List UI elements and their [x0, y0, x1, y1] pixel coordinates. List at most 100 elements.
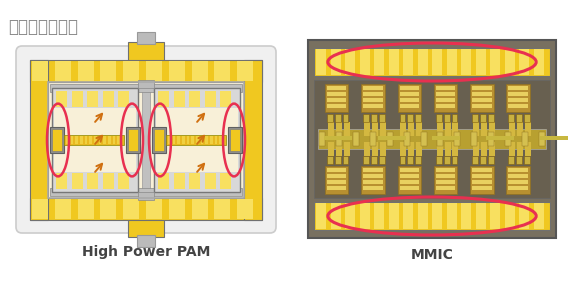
- Bar: [154, 88, 240, 192]
- Bar: [447, 203, 456, 229]
- Bar: [174, 173, 185, 189]
- Bar: [169, 61, 185, 81]
- Bar: [32, 61, 48, 81]
- Bar: [416, 122, 422, 136]
- Bar: [99, 136, 101, 144]
- Bar: [56, 91, 67, 107]
- Bar: [408, 122, 415, 136]
- Bar: [327, 174, 346, 178]
- Bar: [507, 84, 530, 112]
- Bar: [399, 104, 419, 108]
- Bar: [504, 203, 515, 229]
- Bar: [486, 136, 514, 140]
- Bar: [126, 127, 140, 153]
- Bar: [363, 98, 383, 102]
- Bar: [205, 91, 216, 107]
- Bar: [331, 203, 340, 229]
- Bar: [85, 136, 87, 144]
- Bar: [328, 142, 334, 156]
- Bar: [325, 84, 349, 112]
- Bar: [374, 203, 384, 229]
- Bar: [398, 166, 421, 194]
- Bar: [137, 235, 155, 247]
- Bar: [401, 122, 406, 136]
- Bar: [489, 122, 495, 136]
- Bar: [72, 91, 83, 107]
- Bar: [445, 142, 451, 156]
- Bar: [220, 173, 231, 189]
- Bar: [50, 127, 64, 153]
- Bar: [461, 49, 471, 75]
- Bar: [399, 86, 419, 90]
- Bar: [210, 136, 213, 144]
- Bar: [481, 122, 487, 136]
- Bar: [403, 203, 413, 229]
- Bar: [244, 60, 262, 220]
- Bar: [436, 174, 455, 178]
- Bar: [508, 186, 528, 190]
- Bar: [78, 61, 93, 81]
- Bar: [408, 156, 413, 164]
- Bar: [470, 84, 494, 112]
- Bar: [380, 122, 386, 136]
- Bar: [452, 114, 458, 122]
- Bar: [508, 168, 528, 172]
- Bar: [472, 168, 491, 172]
- Bar: [118, 91, 129, 107]
- Bar: [472, 180, 491, 184]
- Bar: [388, 203, 399, 229]
- Bar: [434, 166, 458, 194]
- Bar: [388, 49, 399, 75]
- Bar: [103, 91, 114, 107]
- Bar: [142, 86, 150, 194]
- Bar: [108, 136, 111, 144]
- Bar: [360, 203, 370, 229]
- Bar: [335, 114, 340, 122]
- Bar: [508, 104, 528, 108]
- Bar: [177, 136, 180, 144]
- Bar: [387, 132, 393, 146]
- Bar: [55, 61, 71, 81]
- Bar: [452, 156, 458, 164]
- Bar: [327, 98, 346, 102]
- Bar: [471, 132, 477, 146]
- Bar: [327, 114, 333, 122]
- Bar: [416, 142, 422, 156]
- Bar: [56, 173, 67, 189]
- Bar: [452, 142, 458, 156]
- Bar: [415, 114, 421, 122]
- Bar: [454, 132, 461, 146]
- Bar: [437, 142, 442, 156]
- Bar: [519, 49, 529, 75]
- Bar: [370, 132, 376, 146]
- Bar: [192, 61, 208, 81]
- Bar: [363, 86, 383, 90]
- Bar: [55, 199, 71, 219]
- Bar: [237, 199, 253, 219]
- Bar: [336, 132, 342, 146]
- Bar: [524, 114, 530, 122]
- Bar: [399, 168, 419, 172]
- Bar: [152, 127, 166, 153]
- Bar: [80, 136, 83, 144]
- Bar: [437, 132, 444, 146]
- Bar: [118, 173, 129, 189]
- Bar: [123, 61, 139, 81]
- Bar: [156, 108, 238, 172]
- Bar: [117, 136, 120, 144]
- Bar: [87, 91, 98, 107]
- Text: 功率放大器模块: 功率放大器模块: [8, 18, 78, 36]
- Bar: [472, 86, 491, 90]
- Bar: [363, 114, 369, 122]
- Bar: [363, 168, 383, 172]
- Bar: [191, 136, 194, 144]
- Bar: [399, 186, 419, 190]
- Bar: [192, 199, 208, 219]
- Bar: [325, 166, 349, 194]
- Bar: [230, 129, 240, 151]
- Bar: [432, 203, 442, 229]
- Bar: [505, 132, 511, 146]
- Bar: [399, 156, 405, 164]
- Bar: [168, 136, 171, 144]
- Bar: [363, 104, 383, 108]
